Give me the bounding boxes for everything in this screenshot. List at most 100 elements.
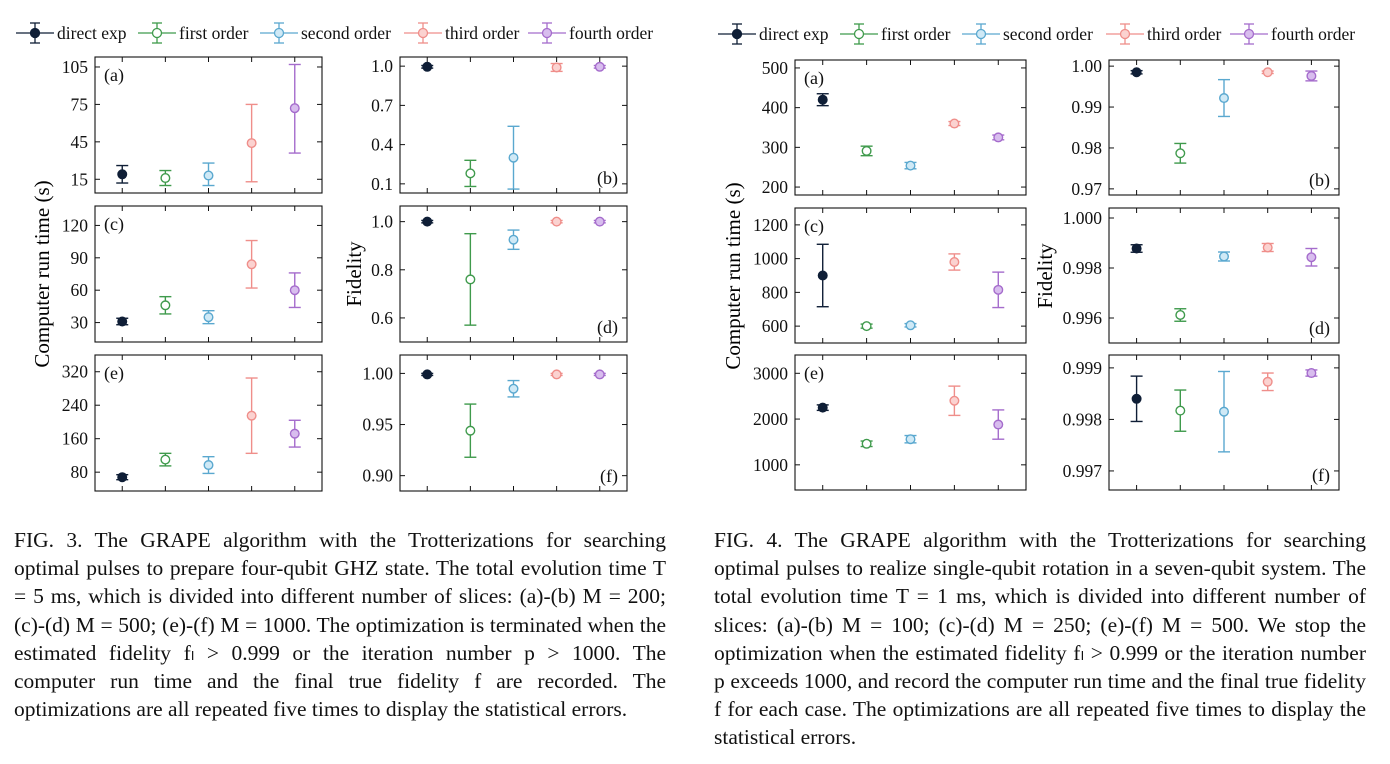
legend-entry: direct exp: [718, 23, 829, 45]
marker: [508, 234, 519, 245]
marker: [246, 138, 257, 149]
data-point: [860, 321, 873, 332]
marker: [993, 132, 1004, 143]
y-tick-label: 0.90: [362, 466, 393, 486]
legend-entry: fourth order: [528, 22, 653, 44]
data-point: [421, 216, 434, 227]
data-point: [464, 403, 477, 458]
data-point: [1130, 243, 1143, 254]
marker: [817, 402, 828, 413]
marker: [861, 145, 872, 156]
data-point: [1261, 242, 1274, 253]
legend-marker: [29, 27, 41, 39]
data-point: [1130, 375, 1143, 423]
data-point: [948, 385, 961, 417]
legend-label: first order: [179, 23, 249, 43]
y-tick-label: 1200: [753, 215, 788, 235]
marker: [203, 170, 214, 181]
marker: [422, 216, 433, 227]
panel-label: (c): [104, 214, 124, 235]
data-point: [245, 103, 258, 183]
data-point: [116, 316, 129, 327]
data-point: [1218, 78, 1230, 118]
legend-entry: fourth order: [1230, 23, 1355, 45]
marker: [1306, 70, 1317, 81]
marker: [551, 369, 562, 380]
marker: [117, 316, 128, 327]
data-point: [992, 132, 1005, 143]
data-point: [1130, 67, 1143, 78]
chart-panel: 15 45 75 105 (a): [62, 56, 323, 194]
fig3-caption: FIG. 3. The GRAPE algorithm with the Tro…: [14, 528, 666, 722]
data-point: [860, 145, 873, 157]
fig3-ylabel-fidelity: Fidelity: [342, 241, 366, 307]
data-point: [116, 472, 129, 483]
y-tick-label: 0.97: [1071, 179, 1102, 199]
data-point: [550, 216, 563, 227]
marker: [289, 428, 300, 439]
marker: [594, 61, 605, 72]
data-point: [1305, 368, 1318, 379]
legend-label: third order: [445, 23, 520, 43]
panel-label: (a): [104, 65, 124, 86]
marker: [465, 425, 476, 436]
marker: [246, 259, 257, 270]
chart-panel: 0.90 0.95 1.00 (f): [362, 354, 628, 492]
marker: [160, 454, 171, 465]
data-point: [202, 309, 215, 325]
data-point: [507, 125, 520, 190]
data-point: [948, 118, 961, 129]
data-point: [550, 369, 563, 380]
marker: [508, 383, 519, 394]
data-point: [245, 377, 258, 455]
y-tick-label: 1000: [753, 249, 788, 269]
marker: [289, 103, 300, 114]
fig4-caption: FIG. 4. The GRAPE algorithm with the Tro…: [714, 528, 1366, 750]
panel-label: (d): [597, 317, 618, 338]
data-point: [507, 379, 520, 398]
data-point: [464, 159, 477, 188]
legend-marker: [1243, 28, 1255, 40]
data-point: [593, 369, 606, 380]
legend-marker: [1119, 28, 1131, 40]
y-tick-label: 0.998: [1063, 258, 1103, 278]
data-point: [992, 409, 1005, 440]
marker: [993, 419, 1004, 430]
panel-label: (d): [1309, 318, 1330, 339]
marker: [1218, 251, 1229, 262]
legend-marker: [541, 27, 553, 39]
legend-entry: second order: [962, 23, 1093, 45]
panel-label: (f): [1312, 465, 1330, 486]
legend-entry: direct exp: [16, 22, 127, 44]
marker: [422, 369, 433, 380]
chart-panel: 30 60 90 120 (c): [62, 205, 323, 343]
fig4-legend: direct exp first order second order third o…: [718, 23, 1355, 45]
marker: [1306, 368, 1317, 379]
marker: [160, 300, 171, 311]
y-tick-label: 0.1: [371, 174, 393, 194]
legend-label: direct exp: [57, 23, 127, 43]
y-tick-label: 0.998: [1063, 409, 1103, 429]
marker: [117, 472, 128, 483]
data-point: [992, 271, 1005, 309]
y-tick-label: 90: [71, 248, 89, 268]
y-tick-label: 120: [62, 215, 89, 235]
data-point: [816, 402, 829, 413]
data-point: [948, 253, 961, 271]
legend-marker: [273, 27, 285, 39]
marker: [905, 160, 916, 171]
y-tick-label: 0.98: [1071, 138, 1102, 158]
data-point: [1218, 370, 1230, 453]
marker: [508, 152, 519, 163]
data-point: [159, 295, 172, 315]
panel-frame: [399, 354, 628, 492]
data-point: [860, 438, 873, 449]
y-tick-label: 3000: [753, 363, 788, 383]
data-point: [116, 164, 129, 184]
panel-frame: [1108, 207, 1340, 344]
marker: [949, 395, 960, 406]
marker: [289, 285, 300, 296]
y-tick-label: 240: [62, 395, 89, 415]
marker: [905, 434, 916, 445]
